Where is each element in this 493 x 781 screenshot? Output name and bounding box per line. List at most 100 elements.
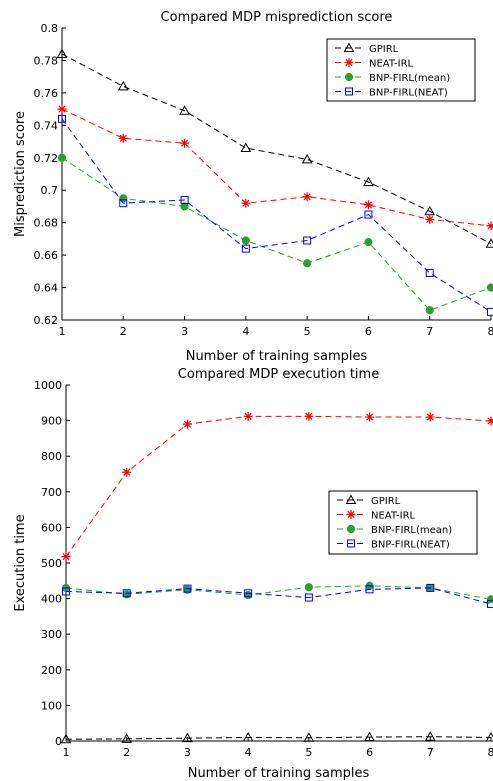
data-point [365,585,374,594]
legend-marker [344,58,354,67]
legend-marker [346,524,356,534]
y-tick-label: 0.64 [34,282,59,295]
data-point [180,195,189,204]
data-point [122,467,132,477]
x-axis-label: Number of training samples [186,349,368,364]
y-tick-label: 0.78 [34,54,59,67]
y-tick-label: 0 [55,735,62,748]
data-point [304,411,314,421]
data-point [182,732,193,743]
series-neat-irl [61,411,493,562]
x-tick-label: 6 [365,325,372,338]
x-tick-label: 5 [305,746,312,759]
data-point [486,221,493,231]
x-tick-label: 8 [488,325,493,338]
y-tick-label: 0.76 [34,87,59,100]
legend-marker [346,510,356,519]
legend-entry: NEAT-IRL [337,510,416,522]
data-point [304,583,313,592]
data-point [424,205,436,216]
legend-entry: BNP-FIRL(mean) [335,72,450,84]
data-point [243,411,253,421]
chart-title: Compared MDP execution time [178,367,379,382]
y-tick-label: 1000 [34,379,62,392]
data-point [425,412,435,422]
data-point [244,590,253,600]
y-tick-label: 500 [41,557,62,570]
data-point [303,236,312,245]
legend-label: BNP-FIRL(NEAT) [371,540,450,551]
data-point [487,599,493,608]
data-point [180,138,190,148]
data-point [240,142,252,153]
series-line [61,53,492,245]
data-point [365,412,375,422]
data-point [56,48,68,58]
data-point [303,732,315,742]
data-point [119,194,128,203]
data-point [486,283,493,292]
legend-entry: BNP-FIRL(NEAT) [337,539,450,551]
y-tick-label: 0.66 [34,249,59,262]
data-point [61,552,71,562]
series-line [65,415,492,557]
series-line [65,736,492,740]
legend-label: BNP-FIRL(mean) [369,73,450,84]
y-tick-label: 0.62 [34,314,59,327]
x-tick-label: 5 [304,325,311,338]
y-tick-label: 300 [41,628,62,641]
legend-label: BNP-FIRL(mean) [371,525,452,536]
data-point [58,114,66,123]
x-tick-label: 2 [120,325,127,338]
data-point [241,198,251,208]
data-point [301,153,313,164]
data-point [180,202,189,211]
x-tick-label: 7 [426,325,433,338]
x-tick-label: 4 [245,746,252,759]
series-neat-irl [57,104,493,231]
series-bnp-firl-mean- [57,153,493,315]
y-tick-label: 0.68 [34,217,59,230]
data-point [179,105,190,115]
x-tick-label: 3 [184,746,191,759]
series-line [61,118,492,313]
data-point [486,595,493,604]
series-line [65,587,492,605]
legend: GPIRL NEAT-IRL BNP-FIRL(mean) BNP-FIRL(NEAT… [328,490,478,555]
data-point [122,589,131,598]
data-point [363,176,374,187]
data-point [241,236,250,245]
x-axis-label: Number of training samples [188,766,370,781]
data-point [424,731,436,741]
series-line [61,157,492,311]
legend-marker [345,494,357,504]
data-point [117,80,129,91]
x-tick-label: 2 [123,746,130,759]
data-point [182,419,192,429]
series-line [61,108,492,227]
legend-label: NEAT-IRL [371,511,416,522]
legend-label: BNP-FIRL(NEAT) [369,88,448,99]
data-point [302,192,312,202]
y-axis-label: Misprediction score [13,111,28,237]
legend-label: GPIRL [369,44,399,55]
x-tick-label: 6 [366,746,373,759]
legend-entry: GPIRL [335,42,399,55]
legend-marker [344,72,354,82]
data-point [486,416,493,426]
x-tick-label: 3 [181,325,188,338]
legend-marker [347,539,355,548]
data-point [485,238,493,248]
y-tick-label: 800 [41,450,62,463]
data-point [363,200,373,210]
y-tick-label: 0.8 [41,22,59,35]
y-tick-label: 600 [41,521,62,534]
misprediction-chart: Compared MDP misprediction score 0.62 0.64… [13,10,493,364]
legend-label: GPIRL [371,496,401,507]
x-tick-label: 1 [59,325,66,338]
x-tick-label: 7 [427,746,434,759]
legend-entry: BNP-FIRL(mean) [337,524,452,536]
series-bnp-firl-mean- [61,581,493,604]
legend-entry: BNP-FIRL(NEAT) [335,87,448,99]
